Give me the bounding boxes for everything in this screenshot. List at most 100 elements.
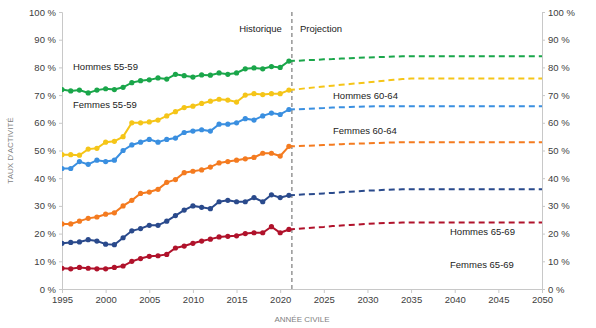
history-line: [62, 227, 289, 269]
marker: [94, 146, 99, 151]
y-axis-line: [59, 13, 63, 290]
marker: [199, 101, 204, 106]
marker: [182, 243, 187, 248]
marker: [286, 193, 291, 198]
marker: [173, 213, 178, 218]
marker: [278, 153, 283, 158]
tick-mark: [542, 206, 545, 207]
tick-label: 40 %: [34, 173, 56, 184]
marker: [216, 97, 221, 102]
marker: [243, 199, 248, 204]
projection-divider: [291, 12, 292, 289]
marker: [216, 160, 221, 165]
marker: [94, 238, 99, 243]
marker: [94, 158, 99, 163]
tick-label: 30 %: [34, 200, 56, 211]
marker: [86, 216, 91, 221]
marker: [286, 144, 291, 149]
tick-label: 10 %: [548, 256, 570, 267]
tick-label: 1995: [52, 294, 73, 305]
marker: [155, 187, 160, 192]
marker: [147, 223, 152, 228]
tick: 40 %: [542, 173, 570, 184]
tick: 10 %: [34, 256, 62, 267]
marker: [138, 191, 143, 196]
marker: [234, 99, 239, 104]
marker: [86, 147, 91, 152]
marker: [77, 219, 82, 224]
tick: 70 %: [34, 90, 62, 101]
marker: [138, 226, 143, 231]
tick-mark: [59, 178, 62, 179]
marker: [216, 199, 221, 204]
marker: [138, 120, 143, 125]
marker: [216, 70, 221, 75]
tick: 2040: [445, 289, 466, 305]
marker: [286, 107, 291, 112]
tick-mark: [542, 151, 545, 152]
marker: [234, 158, 239, 163]
marker: [182, 105, 187, 110]
tick-mark: [324, 289, 325, 293]
marker: [164, 113, 169, 118]
marker: [103, 212, 108, 217]
marker: [77, 88, 82, 93]
marker: [164, 180, 169, 185]
history-line: [62, 146, 289, 224]
marker: [269, 111, 274, 116]
x-axis: 1995200020052010201520202025203020352040…: [52, 289, 553, 305]
tick-label: 2015: [226, 294, 247, 305]
tick: 20 %: [542, 228, 570, 239]
tick-mark: [59, 12, 62, 13]
marker: [190, 169, 195, 174]
series: [62, 106, 542, 171]
history-line: [62, 110, 289, 169]
marker: [251, 230, 256, 235]
marker: [269, 192, 274, 197]
marker: [190, 74, 195, 79]
marker: [286, 227, 291, 232]
projection-line: [289, 189, 542, 195]
marker: [190, 129, 195, 134]
marker: [155, 117, 160, 122]
marker: [173, 72, 178, 77]
tick: 50 %: [34, 145, 62, 156]
series-label: Hommes 60-64: [333, 90, 398, 101]
marker: [251, 91, 256, 96]
tick-mark: [542, 234, 545, 235]
tick-mark: [193, 289, 194, 293]
series: [62, 78, 542, 157]
tick: 100 %: [542, 7, 575, 18]
tick-label: 80 %: [548, 62, 570, 73]
marker: [190, 203, 195, 208]
marker: [68, 88, 73, 93]
marker: [103, 140, 108, 145]
marker: [208, 73, 213, 78]
marker: [129, 142, 134, 147]
tick-mark: [542, 40, 545, 41]
tick: 100 %: [29, 7, 62, 18]
marker: [147, 119, 152, 124]
marker: [68, 221, 73, 226]
marker: [129, 259, 134, 264]
marker: [173, 177, 178, 182]
marker: [86, 237, 91, 242]
marker: [129, 228, 134, 233]
tick-label: 100 %: [29, 7, 56, 18]
tick: 2020: [270, 289, 291, 305]
tick-mark: [542, 289, 543, 293]
marker: [243, 66, 248, 71]
x-axis-title: ANNÉE CIVILE: [274, 315, 329, 324]
marker: [243, 231, 248, 236]
tick-mark: [367, 289, 368, 293]
marker: [260, 113, 265, 118]
tick-mark: [59, 234, 62, 235]
marker: [182, 207, 187, 212]
marker: [182, 73, 187, 78]
tick-mark: [59, 289, 62, 290]
marker: [62, 87, 65, 92]
marker: [68, 152, 73, 157]
marker: [216, 234, 221, 239]
marker: [234, 233, 239, 238]
tick-label: 60 %: [548, 117, 570, 128]
